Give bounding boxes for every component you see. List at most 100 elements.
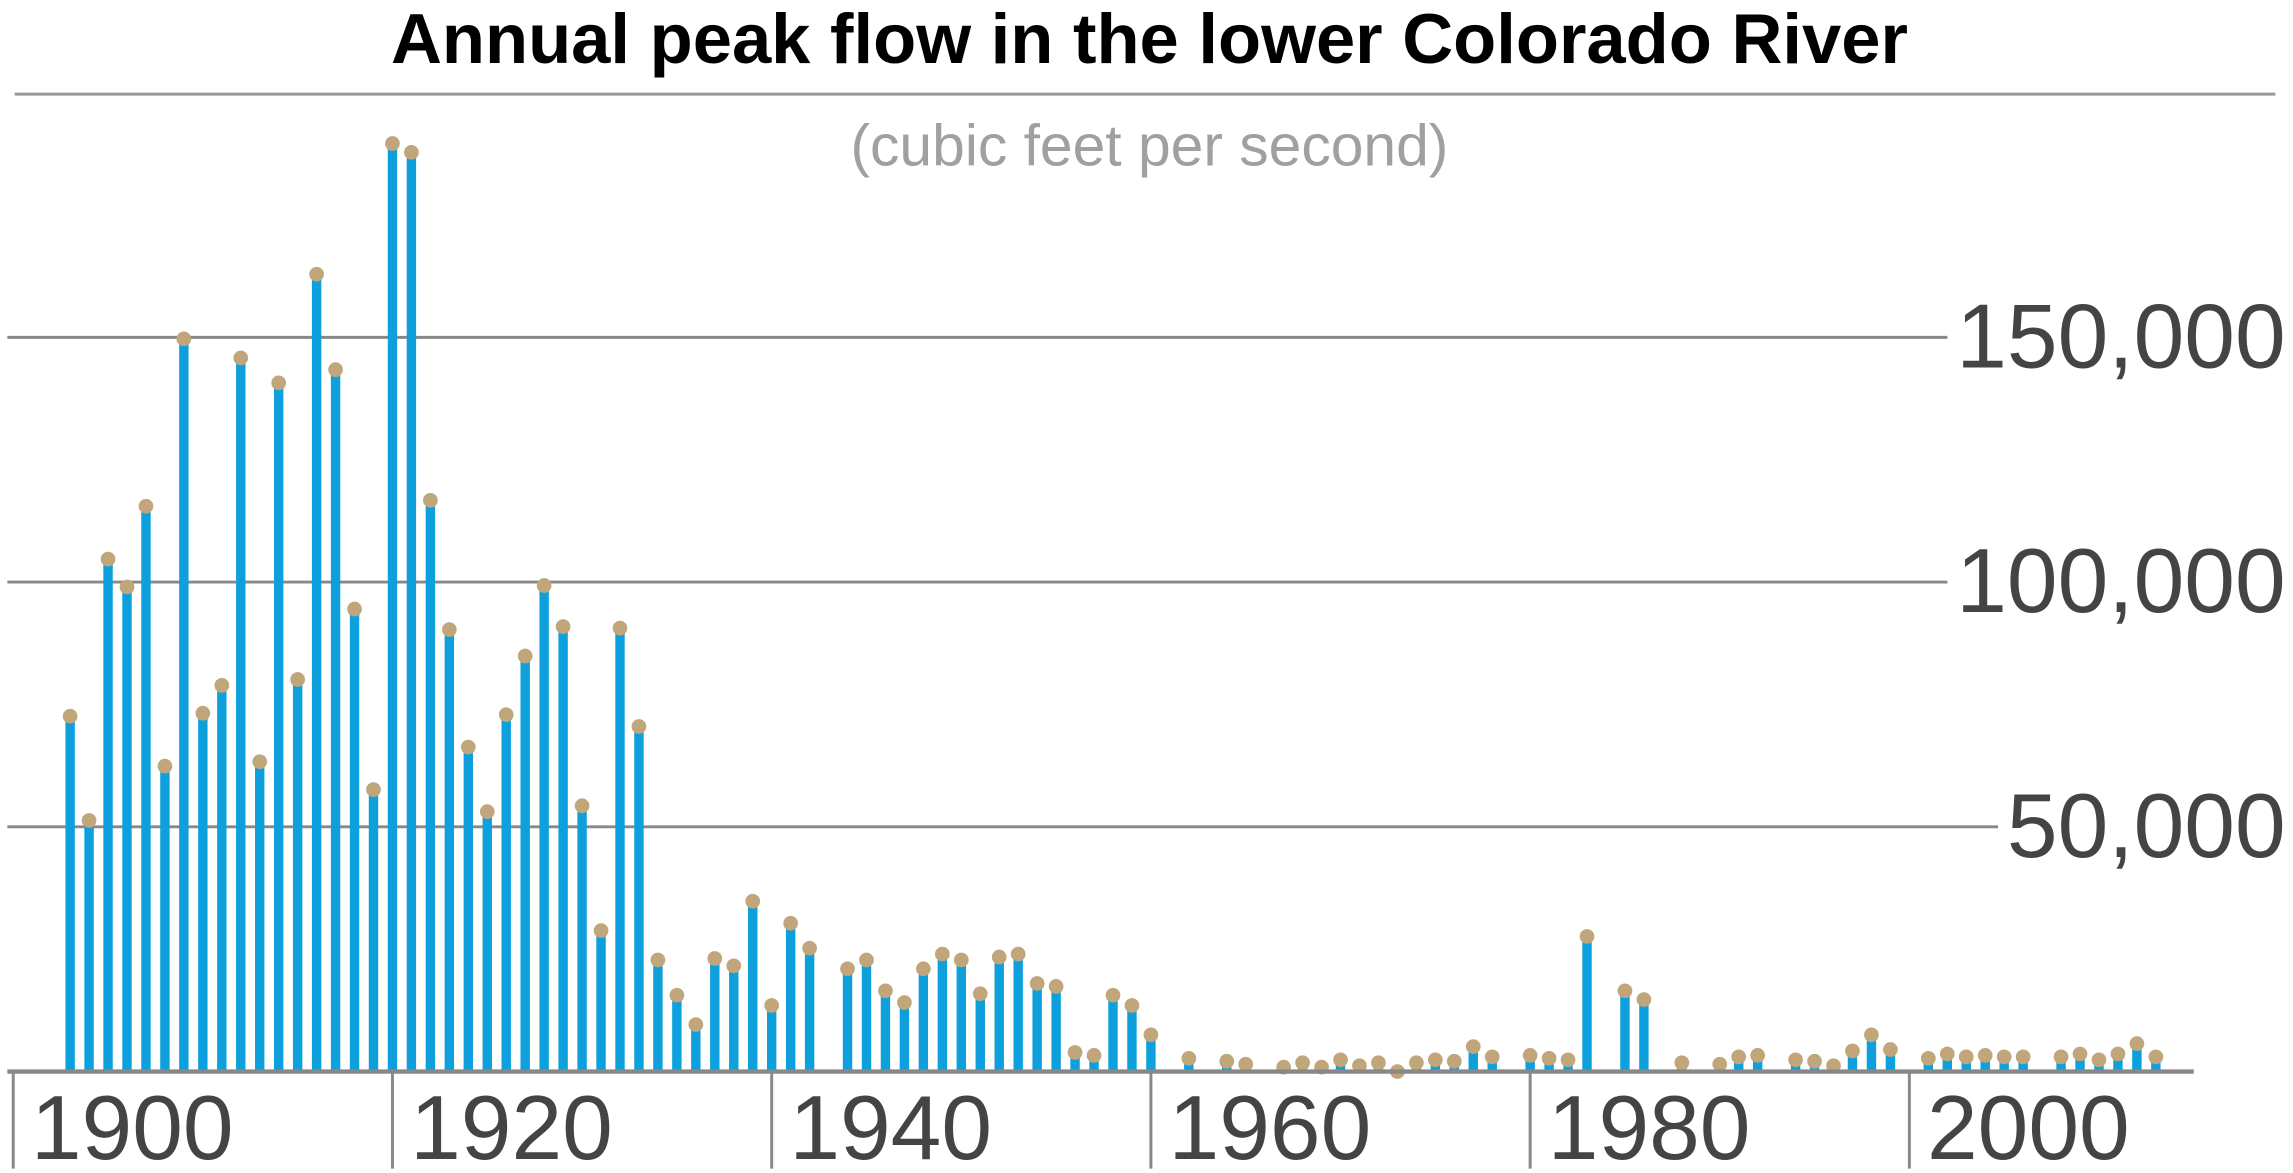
bar-dot [953,952,969,968]
bar-dot [1864,1027,1879,1043]
bar [672,995,682,1072]
bar-dot [1371,1055,1386,1071]
bar-dot [1636,992,1652,1007]
bar [766,1005,777,1072]
bar-dot [347,601,362,617]
bar [596,930,606,1072]
bar [2113,1053,2123,1072]
bar-dot [859,952,874,968]
bar-dot [1939,1046,1955,1062]
bar-dot [2072,1046,2088,1062]
bar-dot [1446,1053,1462,1069]
bar-dot [688,1017,704,1032]
bar-dot [195,705,211,721]
bar-dot [176,331,192,347]
bar-dot [1465,1039,1481,1054]
bar-dot [2053,1049,2069,1065]
bar [387,143,398,1072]
bar [577,805,587,1072]
bar [880,990,891,1072]
bar-dot [1541,1050,1557,1066]
bar-dot [1845,1043,1860,1059]
bar-dot [328,362,343,378]
bar-dot [441,622,457,637]
bar-dot [460,739,476,755]
x-tick-label: 1940 [789,1078,992,1173]
bar [1013,954,1023,1072]
bar [1070,1052,1080,1072]
bar [160,766,170,1072]
bar-dot [233,350,249,366]
bar-dot [1124,998,1140,1013]
bar-dot [252,754,268,770]
bar [785,923,796,1072]
bar-dot [1333,1052,1348,1068]
bar [558,626,568,1072]
x-tick-label: 1900 [31,1078,234,1173]
bar-dot [745,893,761,909]
bar [349,609,360,1072]
bar [65,716,75,1072]
bar [330,369,341,1072]
bar-dot [1086,1048,1102,1063]
bar [2132,1043,2142,1072]
bar [634,726,644,1072]
bar-dot [669,987,685,1003]
bar [1089,1055,1099,1072]
bar-dot [726,958,742,974]
bar-dot [1484,1049,1500,1065]
bar-dot [498,707,514,723]
bar-dot [1560,1052,1576,1068]
bar-dot [1010,946,1026,962]
bar [1847,1051,1858,1072]
bar [425,500,436,1072]
bar-dot [100,551,116,567]
bar [1866,1034,1877,1072]
bar [255,761,265,1072]
bar [141,506,151,1072]
bar [1146,1034,1156,1072]
bar [501,714,511,1072]
y-tick-label: 100,000 [1956,531,2285,632]
bar [1942,1053,1952,1072]
bar-dot [2110,1046,2126,1062]
bar-dot [1731,1049,1747,1065]
bar-dot [157,758,173,774]
bar-dot [1920,1050,1936,1066]
bar [918,968,929,1072]
bar [84,820,94,1072]
bar-dot [1105,987,1121,1003]
bar-dot [1409,1055,1424,1071]
bar-dot [802,940,817,956]
bar [842,968,853,1072]
bar-dot [62,708,78,724]
bar-dot [934,946,950,962]
bar-dot [1674,1055,1690,1071]
bar-dot [840,961,855,977]
bar-dot [536,578,552,593]
bar [1752,1055,1763,1072]
bar [1108,995,1118,1072]
bar-dot [1788,1052,1803,1068]
bar-dot [1048,979,1064,994]
bar-dot [1143,1027,1159,1043]
bar [1582,936,1592,1072]
bar-dot [593,923,609,938]
y-tick-label: 150,000 [1956,286,2285,387]
bar [520,655,530,1072]
bar [653,959,663,1072]
bar [122,586,132,1072]
bar-dot [138,498,154,514]
bar-dot [2091,1052,2107,1068]
x-tick-label: 1980 [1548,1078,1751,1173]
bar-dot [214,678,230,693]
bar [198,713,208,1072]
chart-title: Annual peak flow in the lower Colorado R… [391,0,1908,78]
bar-dot [81,813,97,828]
bar [482,811,492,1072]
x-tick-label: 1960 [1169,1078,1372,1173]
bar [1980,1055,1990,1072]
bar-dot [1181,1050,1197,1066]
bar [861,959,872,1072]
